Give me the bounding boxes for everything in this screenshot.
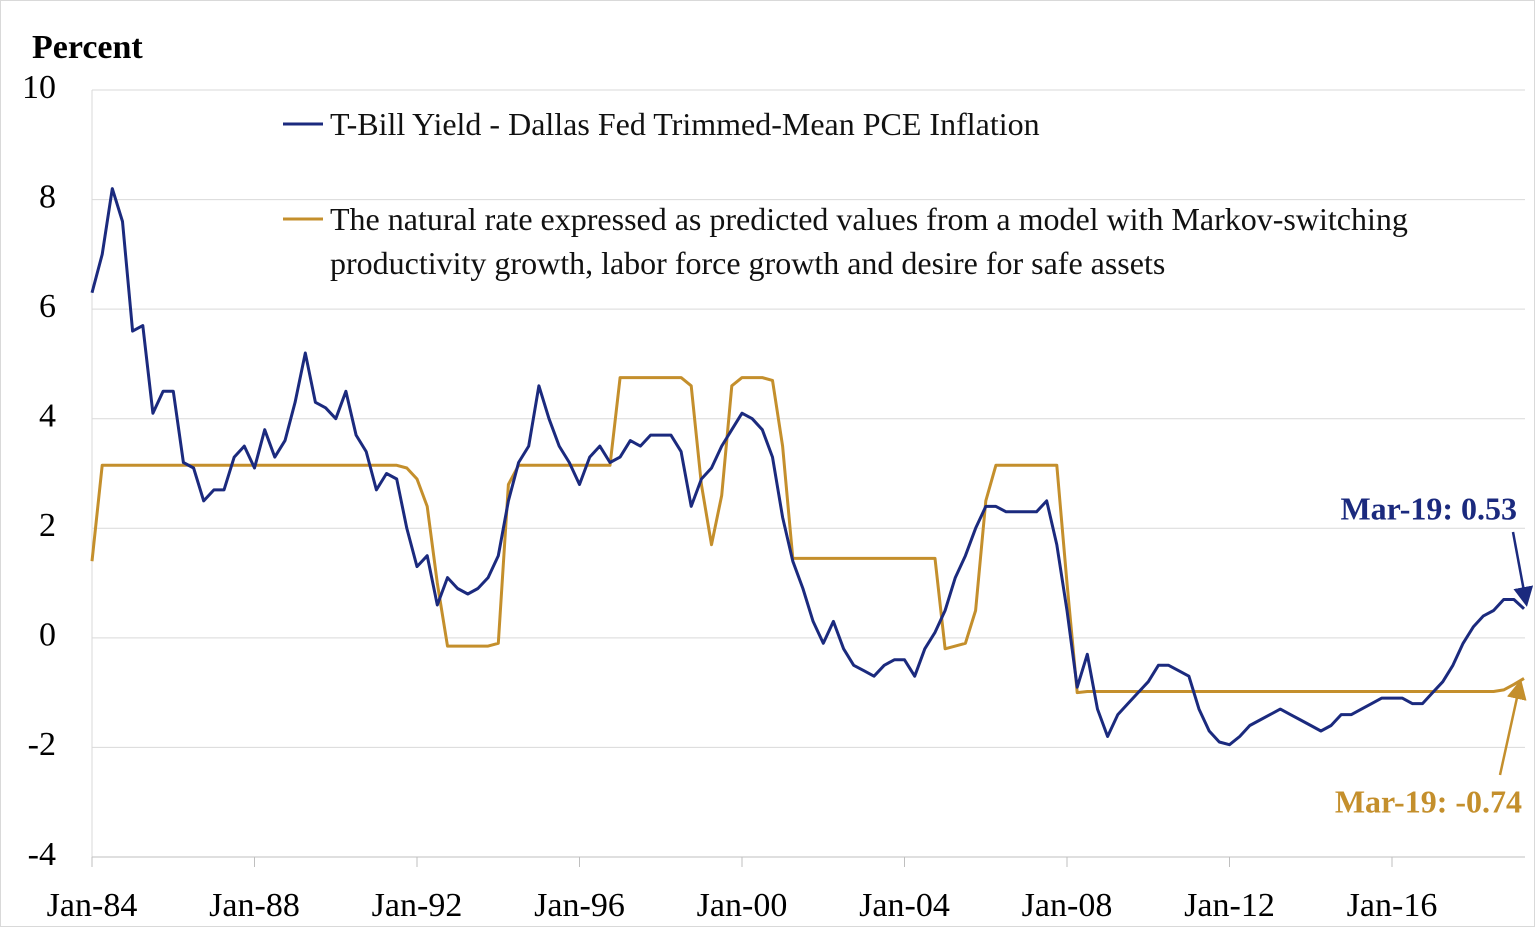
x-tick-label: Jan-12 [1184, 887, 1275, 924]
x-tick-label: Jan-96 [534, 887, 625, 924]
x-tick-label: Jan-84 [47, 887, 138, 924]
plot: -4 -2 0 2 4 6 8 10 Jan-84 Jan-88 Jan-92 Jan-96 Jan-0… [22, 69, 1526, 924]
x-tick-label: Jan-00 [697, 887, 788, 924]
x-tick-label: Jan-04 [859, 887, 950, 924]
series-line [90, 376, 1525, 695]
annotation-arrow [1511, 531, 1534, 607]
y-tick-label: 8 [39, 178, 56, 215]
x-tick-label: Jan-16 [1347, 887, 1438, 924]
y-tick-label: -2 [28, 726, 56, 763]
y-tick-label: 6 [39, 288, 56, 325]
annotation: Mar-19: -0.74 [1335, 783, 1522, 819]
legend-label: T-Bill Yield - Dallas Fed Trimmed-Mean P… [330, 106, 1040, 142]
annotation: Mar-19: 0.53 [1340, 490, 1517, 526]
y-tick-label: -4 [28, 836, 56, 873]
y-tick-label: 4 [39, 398, 56, 435]
x-tick-label: Jan-92 [372, 887, 463, 924]
series-line [90, 187, 1526, 747]
y-axis-title: Percent [32, 29, 143, 66]
x-tick-label: Jan-08 [1022, 887, 1113, 924]
y-tick-label: 0 [39, 617, 56, 654]
legend-label: The natural rate expressed as predicted … [330, 201, 1408, 281]
x-tick-label: Jan-88 [209, 887, 300, 924]
y-tick-label: 2 [39, 507, 56, 544]
y-tick-label: 10 [22, 69, 56, 106]
annotation-arrow [1498, 679, 1527, 776]
